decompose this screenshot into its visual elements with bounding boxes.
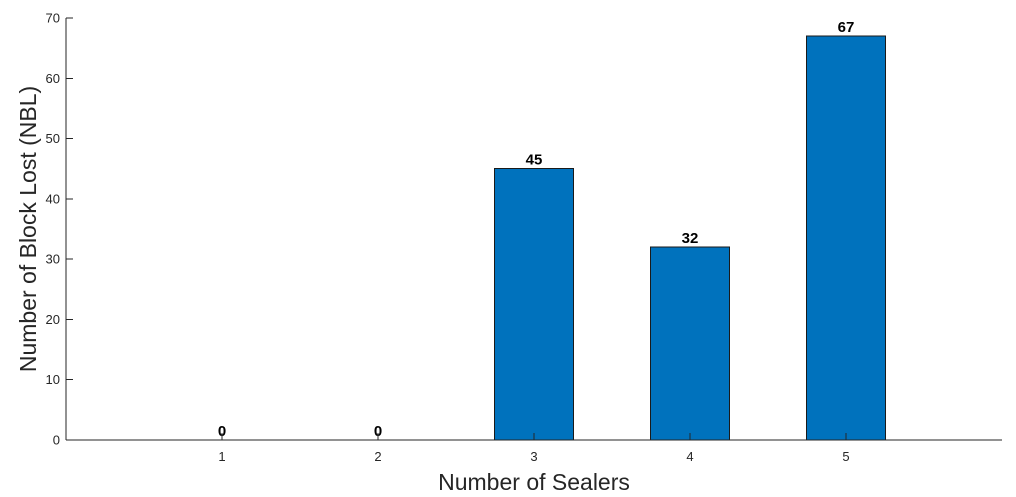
bar-3: [494, 168, 574, 441]
y-tick-label-60: 60: [46, 71, 60, 86]
x-tick-label-1: 1: [218, 449, 225, 464]
y-tick-label-20: 20: [46, 312, 60, 327]
data-label-1: 0: [218, 423, 226, 440]
y-tick-label-30: 30: [46, 252, 60, 267]
data-label-3: 45: [526, 152, 543, 169]
y-tick-label-10: 10: [46, 372, 60, 387]
bar-5: [806, 35, 886, 441]
data-labels-group: 0 0 45 32 67: [218, 19, 855, 440]
y-axis-title: Number of Block Lost (NBL): [15, 86, 41, 372]
y-tick-label-50: 50: [46, 131, 60, 146]
x-tick-label-3: 3: [530, 449, 537, 464]
y-tick-label-0: 0: [53, 433, 60, 448]
y-tick-label-70: 70: [46, 11, 60, 26]
data-label-2: 0: [374, 423, 382, 440]
x-tick-label-4: 4: [686, 449, 693, 464]
bar-4: [650, 246, 730, 441]
x-axis-title: Number of Sealers: [438, 469, 630, 495]
data-label-5: 67: [838, 19, 855, 36]
data-label-4: 32: [682, 230, 699, 247]
x-tick-label-5: 5: [842, 449, 849, 464]
bars-group: [494, 35, 886, 441]
x-tick-label-2: 2: [374, 449, 381, 464]
y-tick-label-40: 40: [46, 191, 60, 206]
